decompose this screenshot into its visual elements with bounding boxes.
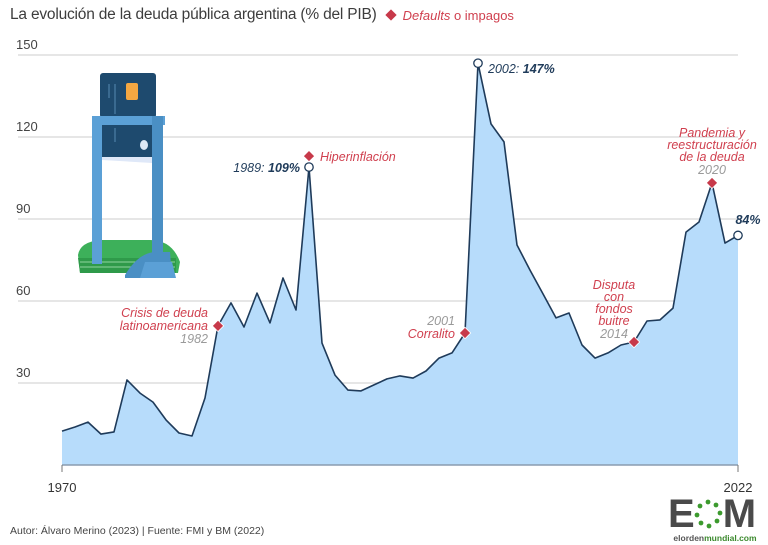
annotation-pandemia-1: Pandemia y [679, 126, 746, 140]
y-label-90: 90 [16, 201, 30, 216]
annotation-buitre-2: con [604, 290, 624, 304]
annotation-buitre-1: Disputa [593, 278, 635, 292]
guillotine-illustration-icon [78, 73, 180, 278]
annotation-crisis-1: Crisis de deuda [121, 306, 208, 320]
annotation-buitre-4: buitre [598, 314, 629, 328]
x-label-1970: 1970 [48, 480, 77, 495]
legend-italic: Defaults [402, 7, 451, 23]
default-marker-2014 [627, 335, 641, 349]
highlight-marker-1989 [304, 162, 314, 172]
x-label-2022: 2022 [724, 480, 753, 495]
logo-letter-e: E [668, 492, 695, 536]
chart-title: La evolución de la deuda pública argenti… [10, 6, 377, 23]
annotation-hiperinflacion: Hiperinflación [320, 150, 396, 164]
logo-letter-m: M [722, 492, 756, 536]
footer-credit: Autor: Álvaro Merino (2023) | Fuente: FM… [10, 525, 265, 537]
legend-rest: o impagos [450, 7, 514, 23]
default-marker-2020 [705, 176, 719, 190]
annotation-peak-1989: 1989: 109% [233, 161, 300, 175]
y-label-150: 150 [16, 37, 38, 52]
annotation-buitre-year: 2014 [599, 327, 628, 341]
legend: Defaults o impagos [384, 7, 514, 23]
chart-header: La evolución de la deuda pública argenti… [10, 6, 514, 24]
annotation-last-value: 84% [735, 213, 760, 227]
y-label-120: 120 [16, 119, 38, 134]
annotation-crisis-year: 1982 [180, 332, 208, 346]
default-marker-2001 [458, 326, 472, 340]
logo-dots-icon [694, 499, 723, 529]
y-label-30: 30 [16, 365, 30, 380]
annotation-pandemia-3: de la deuda [679, 150, 744, 164]
eom-logo: E M elordenmundial.com [668, 492, 762, 543]
debt-line [61, 62, 739, 437]
markers [211, 58, 743, 349]
annotation-pandemia-2: reestructuración [667, 138, 757, 152]
annotation-corralito-year: 2001 [426, 314, 455, 328]
y-axis-labels: 30 60 90 120 150 [16, 37, 38, 380]
annotation-corralito: Corralito [408, 327, 455, 341]
annotation-crisis-2: latinoamericana [120, 319, 208, 333]
highlight-marker-2022 [733, 230, 743, 241]
logo-url: elordenmundial.com [673, 533, 757, 543]
annotation-buitre-3: fondos [595, 302, 633, 316]
annotation-pandemia-year: 2020 [697, 163, 726, 177]
default-marker-1982 [211, 319, 225, 333]
y-label-60: 60 [16, 283, 30, 298]
default-marker-1989 [302, 149, 316, 163]
annotation-peak-2002: 2002: 147% [487, 62, 555, 76]
highlight-marker-2002 [473, 58, 483, 69]
debt-area [62, 63, 738, 465]
